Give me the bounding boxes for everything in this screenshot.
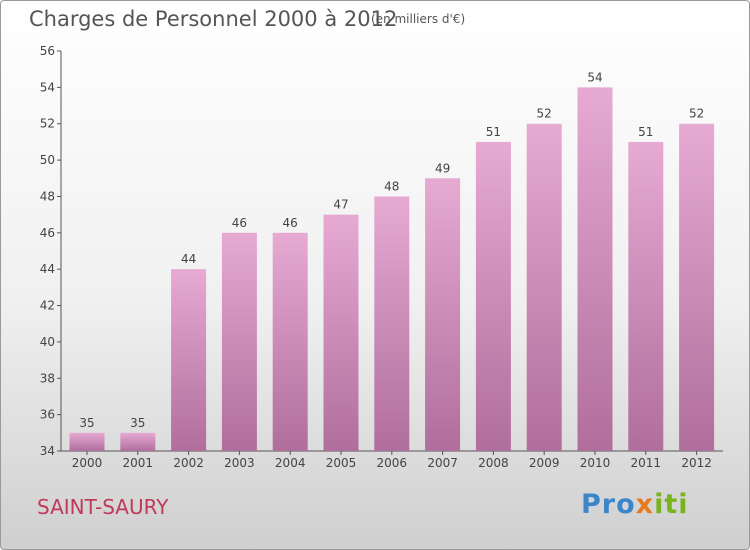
x-tick-label: 2007	[427, 456, 458, 470]
bar-2001	[120, 432, 156, 451]
x-tick-label: 2005	[326, 456, 357, 470]
x-tick-label: 2008	[478, 456, 509, 470]
bar-value-label: 35	[130, 416, 145, 430]
y-tick-label: 40	[40, 335, 55, 349]
x-tick-label: 2000	[72, 456, 103, 470]
y-tick-label: 34	[40, 444, 55, 458]
bar-2004	[272, 232, 308, 451]
bar-2007	[425, 178, 461, 452]
bar-value-label: 49	[435, 161, 450, 175]
y-tick-label: 46	[40, 226, 55, 240]
bar-value-label: 54	[587, 70, 602, 84]
bar-value-label: 51	[486, 125, 501, 139]
y-tick-label: 54	[40, 80, 55, 94]
logo-part-1: Pro	[581, 489, 636, 520]
x-tick-label: 2009	[529, 456, 560, 470]
commune-name: SAINT-SAURY	[37, 495, 169, 519]
bar-value-label: 47	[333, 198, 348, 212]
bar-2010	[577, 87, 613, 451]
x-tick-label: 2001	[123, 456, 154, 470]
y-tick-label: 52	[40, 117, 55, 131]
x-tick-label: 2011	[631, 456, 662, 470]
y-tick-label: 38	[40, 371, 55, 385]
x-tick-label: 2002	[173, 456, 204, 470]
chart-title: Charges de Personnel 2000 à 2012	[29, 7, 398, 31]
proxiti-logo[interactable]: Proxiti	[581, 489, 689, 520]
bar-2006	[374, 196, 410, 451]
bar-2012	[679, 123, 715, 452]
y-tick-label: 36	[40, 408, 55, 422]
y-tick-label: 44	[40, 262, 55, 276]
x-tick-label: 2012	[681, 456, 712, 470]
bar-value-label: 46	[232, 216, 247, 230]
bar-2009	[526, 123, 562, 452]
y-tick-label: 56	[40, 44, 55, 58]
bar-value-label: 35	[79, 416, 94, 430]
y-tick-label: 42	[40, 299, 55, 313]
bar-value-label: 44	[181, 252, 196, 266]
bar-value-label: 52	[537, 107, 552, 121]
x-tick-label: 2010	[580, 456, 611, 470]
logo-part-2: x	[635, 489, 655, 520]
bar-value-label: 46	[283, 216, 298, 230]
x-tick-label: 2006	[377, 456, 408, 470]
bar-2008	[475, 141, 511, 451]
bar-2000	[69, 432, 105, 451]
bar-2002	[171, 269, 207, 451]
bar-2005	[323, 214, 359, 451]
bar-2003	[221, 232, 257, 451]
x-tick-label: 2004	[275, 456, 306, 470]
y-tick-label: 48	[40, 189, 55, 203]
bar-value-label: 52	[689, 107, 704, 121]
bar-value-label: 48	[384, 179, 399, 193]
y-tick-label: 50	[40, 153, 55, 167]
bar-value-label: 51	[638, 125, 653, 139]
bar-2011	[628, 141, 664, 451]
logo-part-3: iti	[654, 489, 689, 520]
chart-subtitle: (en milliers d'€)	[371, 12, 466, 26]
x-tick-label: 2003	[224, 456, 255, 470]
